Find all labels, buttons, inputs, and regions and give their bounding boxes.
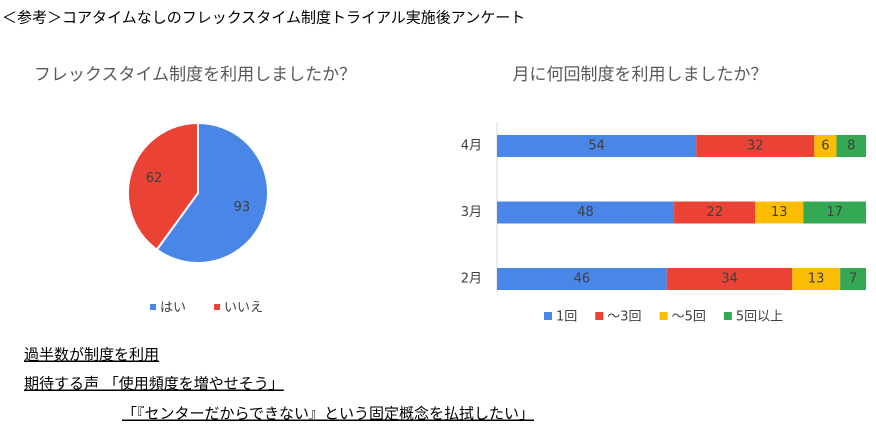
legend-swatch	[150, 304, 156, 310]
data-label: 22	[706, 205, 723, 220]
legend-label: 5回以上	[736, 310, 783, 325]
data-label: 93	[234, 200, 251, 215]
legend-swatch	[544, 312, 552, 320]
bar-segment	[497, 268, 667, 290]
legend-label: はい	[160, 301, 186, 316]
note: 期待する声 「使用頻度を増やせそう」	[24, 375, 284, 393]
bar-segment	[814, 135, 837, 157]
note: 過半数が制度を利用	[24, 346, 159, 364]
legend-label: ～3回	[607, 310, 641, 325]
header-title: ＜参考＞コアタイムなしのフレックスタイム制度トライアル実施後アンケート	[2, 9, 525, 27]
chart-title: フレックスタイム制度を利用しましたか？	[34, 65, 356, 85]
y-tick-label: 4月	[461, 139, 482, 154]
bar-segment	[792, 268, 841, 290]
pie-slice	[155, 121, 269, 264]
data-label: 17	[826, 205, 843, 220]
data-label: 32	[747, 139, 764, 154]
legend-label: 1回	[556, 310, 577, 325]
bar-segment	[840, 268, 866, 290]
y-tick-label: 2月	[461, 272, 482, 287]
legend-swatch	[723, 312, 732, 320]
bar-segment	[497, 201, 675, 224]
bar-segment	[497, 135, 697, 157]
bar-segment	[803, 201, 866, 224]
legend-swatch	[595, 312, 604, 320]
data-label: 62	[146, 171, 163, 186]
legend-swatch	[214, 304, 221, 310]
bar-segment	[666, 268, 793, 290]
bar-segment	[696, 135, 815, 157]
data-label: 6	[821, 139, 829, 154]
data-label: 46	[574, 272, 591, 287]
data-label: 48	[577, 205, 594, 220]
data-label: 8	[847, 139, 855, 154]
bar-segment	[674, 201, 756, 224]
bar-segment	[755, 201, 804, 224]
data-label: 34	[721, 272, 738, 287]
pie-slice	[127, 121, 199, 252]
chart-title: 月に何回制度を利用しましたか？	[513, 65, 768, 85]
bar-segment	[836, 135, 866, 157]
legend-swatch	[659, 312, 668, 320]
data-label: 7	[849, 272, 857, 287]
legend-label: ～5回	[672, 310, 706, 325]
data-label: 13	[808, 272, 825, 287]
data-label: 13	[771, 205, 788, 220]
data-label: 54	[588, 139, 605, 154]
legend-label: いいえ	[224, 301, 263, 316]
note: 「『センターだからできない』という固定概念を払拭したい」	[122, 405, 534, 423]
y-tick-label: 3月	[461, 205, 482, 220]
